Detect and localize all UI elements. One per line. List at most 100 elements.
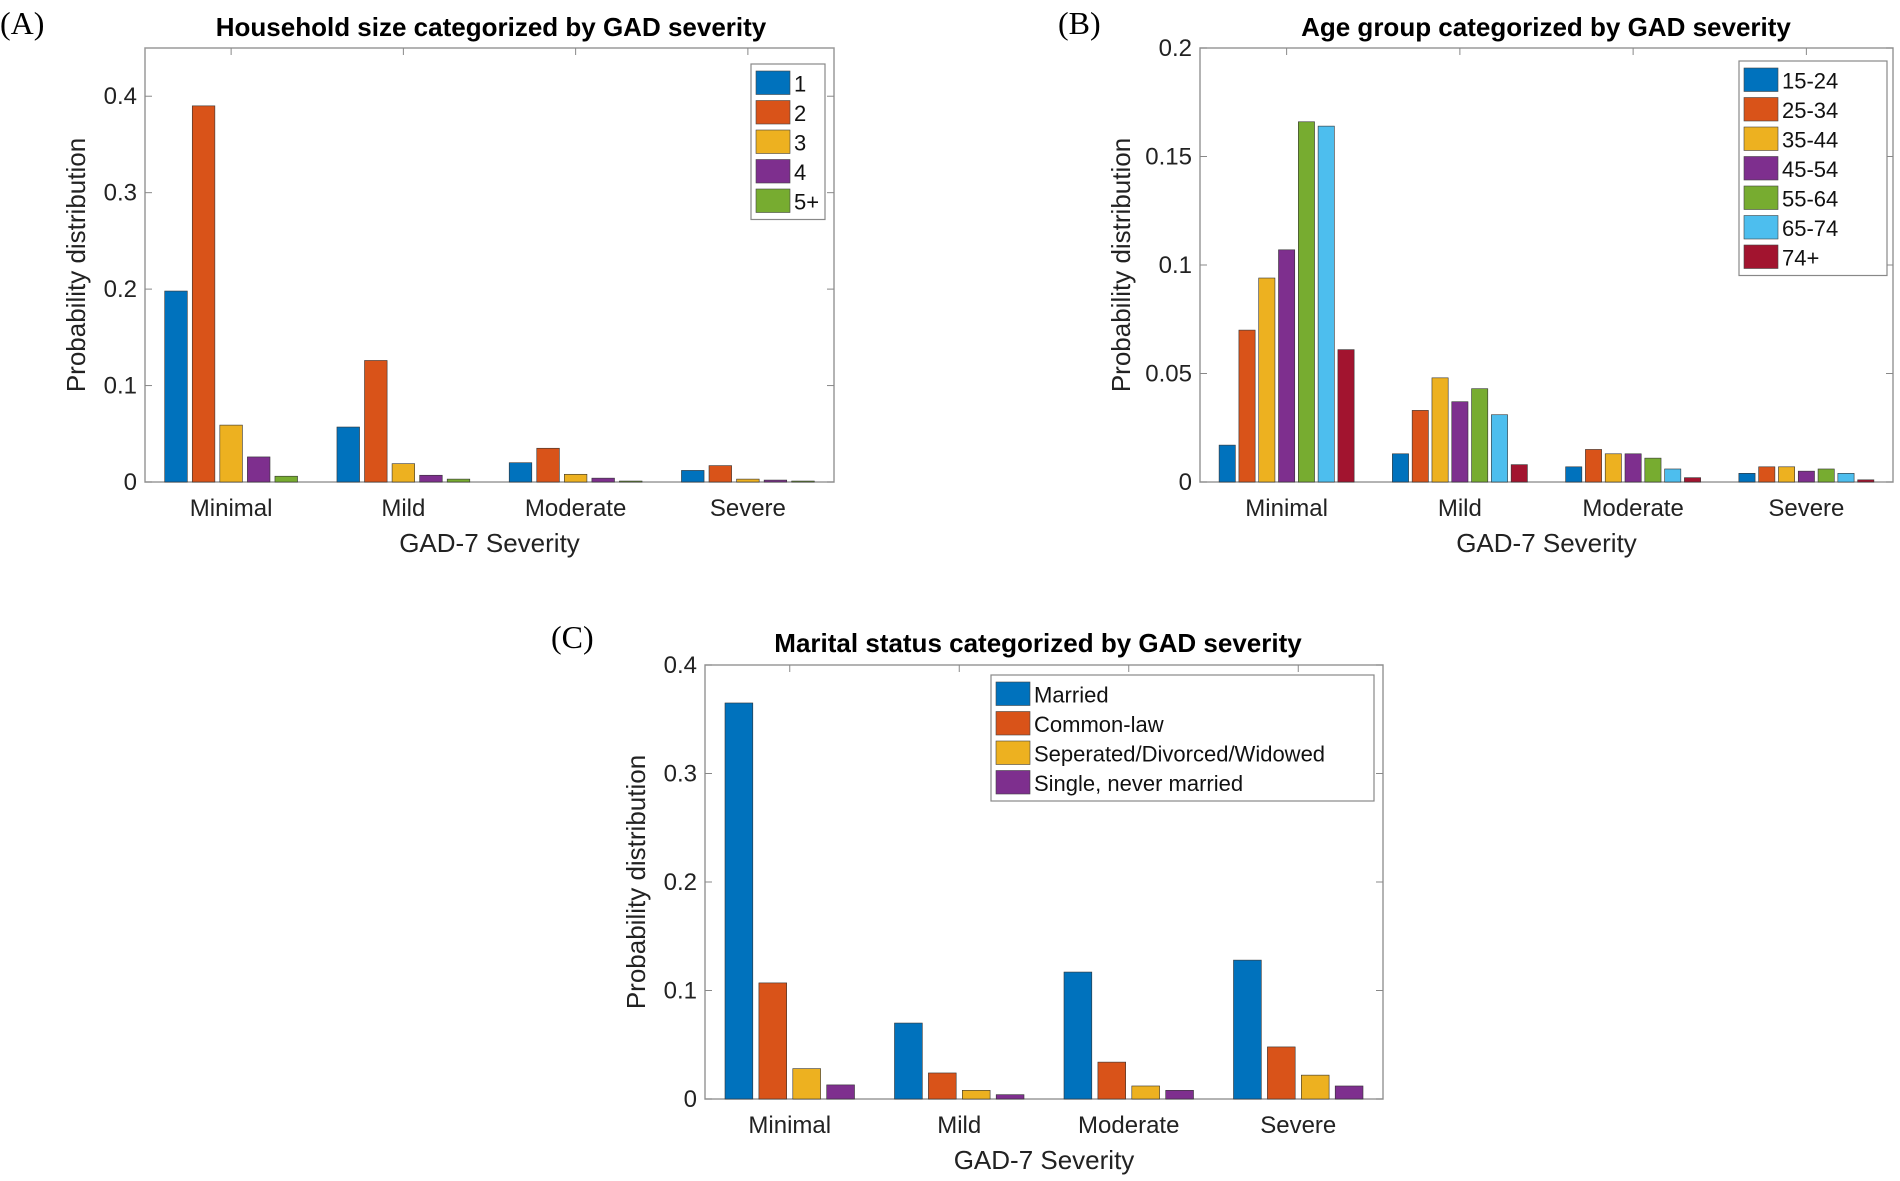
bar-74--severe (1857, 479, 1875, 483)
bar-45-54-moderate (1624, 453, 1642, 483)
legend-label: 55-64 (1782, 187, 1838, 212)
x-tick-label: Moderate (525, 495, 626, 522)
bar-married-mild (894, 1022, 923, 1100)
chart-title: Marital status categorized by GAD severi… (774, 628, 1302, 658)
bar-25-34-moderate (1585, 449, 1602, 483)
x-axis-label: GAD-7 Severity (954, 1145, 1135, 1175)
bar-65-74-moderate (1664, 468, 1682, 483)
x-tick-label: Severe (710, 495, 786, 522)
legend-label: 4 (794, 160, 806, 185)
legend-swatch (995, 681, 1031, 706)
bar-2-severe (708, 465, 732, 483)
bar-55-64-minimal (1298, 121, 1315, 483)
legend-label: 74+ (1782, 246, 1819, 271)
legend-label: 65-74 (1782, 216, 1838, 241)
bar-3-severe (736, 478, 760, 483)
panel-label: (B) (1058, 5, 1101, 41)
bar-common-law-minimal (758, 982, 787, 1100)
y-tick-label: 0.2 (104, 276, 137, 303)
bar-15-24-minimal (1218, 444, 1236, 483)
chart-panel-b: (B) Age group categorized by GAD severity… (1058, 5, 1894, 558)
bar-common-law-moderate (1097, 1061, 1126, 1100)
bar-seperated-divorced-widowed-minimal (792, 1068, 821, 1100)
bar-married-severe (1233, 959, 1262, 1100)
y-tick-label: 0 (1179, 469, 1192, 496)
bar-2-moderate (536, 447, 560, 483)
y-axis-label: Probability distribution (1106, 138, 1136, 392)
legend-label: 3 (794, 131, 806, 156)
bar-55-64-mild (1471, 388, 1489, 483)
y-tick-label: 0.4 (104, 83, 137, 110)
bar-common-law-severe (1267, 1046, 1296, 1100)
bar-74--minimal (1337, 349, 1355, 483)
bar-5--moderate (619, 480, 643, 483)
bar-common-law-mild (928, 1072, 957, 1100)
legend-label: 45-54 (1782, 157, 1838, 182)
y-axis-label: Probability distribution (621, 755, 651, 1009)
legend-swatch (1743, 126, 1779, 151)
bar-65-74-severe (1837, 473, 1855, 483)
x-tick-label: Moderate (1078, 1112, 1179, 1139)
chart-title: Household size categorized by GAD severi… (216, 12, 767, 42)
legend-label: Single, never married (1034, 771, 1243, 796)
legend: Married Common-law Seperated/Divorced/Wido… (990, 674, 1375, 802)
bar-1-minimal (164, 290, 188, 483)
bar-74--mild (1510, 464, 1528, 483)
bar-3-moderate (564, 473, 588, 483)
bar-65-74-minimal (1317, 125, 1335, 483)
x-tick-label: Severe (1260, 1112, 1336, 1139)
legend: 1 2 3 4 5+ (750, 63, 826, 221)
x-tick-label: Mild (937, 1112, 981, 1139)
bar-2-minimal (191, 105, 216, 483)
x-tick-label: Severe (1768, 495, 1844, 522)
panel-label: (A) (0, 5, 44, 41)
legend-swatch (1743, 244, 1779, 269)
y-tick-label: 0.4 (664, 652, 697, 679)
bar-single-never-married-moderate (1165, 1090, 1194, 1100)
bar-15-24-moderate (1565, 466, 1583, 483)
y-tick-label: 0.2 (664, 869, 697, 896)
bar-1-mild (336, 426, 360, 483)
bar-seperated-divorced-widowed-mild (962, 1090, 991, 1100)
bar-45-54-minimal (1278, 249, 1296, 483)
bar-55-64-severe (1817, 468, 1835, 483)
y-tick-label: 0.1 (104, 373, 137, 400)
bar-3-mild (391, 463, 415, 483)
x-tick-label: Minimal (190, 495, 273, 522)
bar-5--minimal (274, 475, 298, 483)
y-axis-label: Probability distribution (61, 138, 91, 392)
bar-35-44-minimal (1258, 277, 1276, 483)
bar-4-severe (763, 479, 788, 483)
legend-label: Common-law (1034, 712, 1164, 737)
x-tick-label: Moderate (1582, 495, 1683, 522)
legend-swatch (1743, 185, 1779, 210)
legend-box (990, 674, 1375, 802)
x-axis-label: GAD-7 Severity (399, 528, 580, 558)
bar-5--severe (791, 480, 815, 483)
legend-label: Married (1034, 683, 1109, 708)
bar-1-moderate (508, 462, 533, 483)
bar-25-34-minimal (1238, 329, 1256, 483)
bar-3-minimal (219, 424, 243, 483)
y-tick-label: 0 (684, 1086, 697, 1113)
legend-label: Seperated/Divorced/Widowed (1034, 742, 1325, 767)
legend-swatch (995, 770, 1031, 795)
bar-single-never-married-minimal (826, 1084, 855, 1100)
legend-label: 2 (794, 101, 806, 126)
legend-swatch (755, 188, 791, 213)
bar-married-moderate (1063, 971, 1093, 1100)
bar-5--mild (446, 478, 471, 483)
bar-25-34-mild (1411, 410, 1429, 483)
x-tick-label: Mild (1438, 495, 1482, 522)
chart-panel-a: (A) Household size categorized by GAD sev… (0, 5, 835, 558)
bar-4-minimal (247, 456, 271, 483)
legend-label: 15-24 (1782, 69, 1838, 94)
bar-seperated-divorced-widowed-severe (1301, 1074, 1330, 1100)
bar-35-44-moderate (1604, 453, 1622, 483)
y-tick-label: 0.05 (1145, 361, 1192, 388)
y-tick-label: 0.15 (1145, 144, 1192, 171)
bar-15-24-mild (1392, 453, 1409, 483)
legend-swatch (755, 159, 791, 184)
bar-single-never-married-mild (995, 1094, 1025, 1100)
bar-25-34-severe (1758, 466, 1776, 483)
